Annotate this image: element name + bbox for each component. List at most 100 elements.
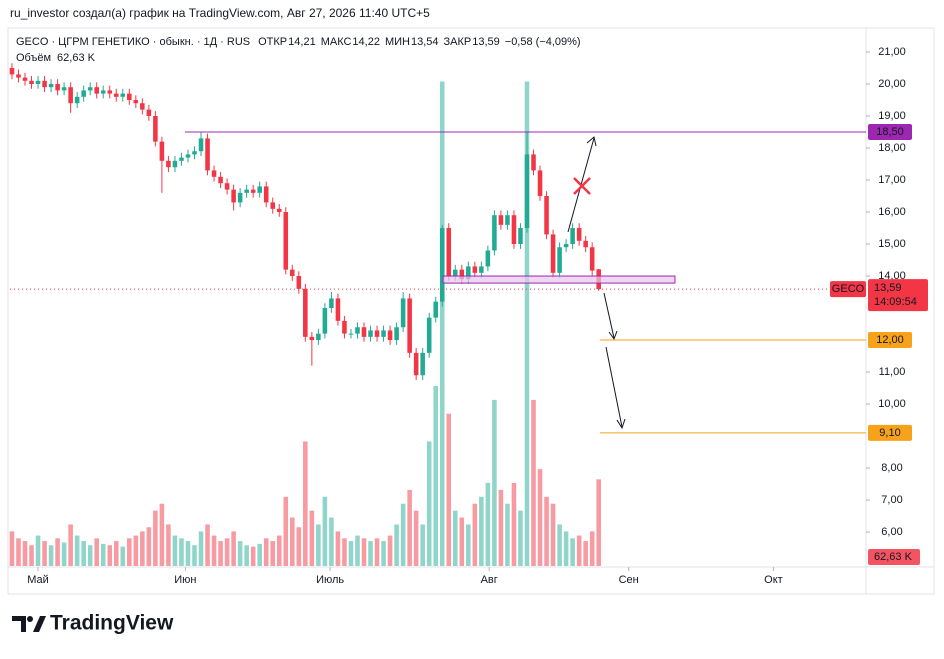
volume-bar [224, 538, 230, 566]
volume-bar [492, 399, 497, 566]
candle-body [492, 215, 497, 251]
candle-body [29, 80, 34, 85]
candle-body [185, 154, 191, 158]
volume-bar [335, 531, 341, 566]
volume-bar [22, 541, 28, 566]
x-tick-label: Окт [764, 574, 783, 586]
volume-bar [413, 510, 419, 566]
volume-bar [205, 524, 210, 566]
candle-body [231, 189, 236, 203]
candle-body [576, 228, 582, 241]
candle-body [81, 90, 86, 97]
candle-body [303, 288, 308, 337]
candle-body [74, 96, 80, 104]
volume-bar [309, 510, 315, 566]
volume-bar [257, 543, 262, 566]
candle-body [113, 93, 119, 97]
volume-bar [589, 531, 595, 566]
candle-body [361, 327, 367, 337]
candle-body [498, 215, 504, 225]
ohlc-value: 13,59 [472, 36, 500, 48]
candle-body [192, 151, 197, 155]
candle-body [244, 189, 249, 193]
candle-body [355, 327, 360, 334]
candle-body [335, 298, 341, 321]
volume-bar [374, 538, 380, 566]
ohlc-name: МИН [385, 36, 410, 48]
candle-body [153, 116, 158, 142]
candle-body [368, 330, 373, 337]
y-tick-label: 20,00 [878, 78, 906, 90]
candle-body [276, 208, 282, 213]
volume-bar [316, 524, 321, 566]
candle-body [563, 244, 569, 248]
candle-body [316, 333, 321, 341]
volume-bar [16, 538, 21, 566]
candle-body [459, 269, 465, 280]
arrow-head [608, 330, 618, 341]
candle-body [374, 330, 380, 337]
candle-body [479, 266, 484, 273]
volume-bar [303, 441, 308, 566]
volume-title: Объём [16, 52, 51, 64]
candle-body [159, 141, 165, 161]
volume-bar [146, 527, 152, 566]
candle-body [433, 301, 438, 318]
x-tick-label: Июн [174, 574, 196, 586]
candle-body [107, 90, 113, 94]
volume-bar [361, 538, 367, 566]
candle-body [544, 196, 549, 235]
candle-body [218, 176, 223, 184]
price-label: 13,59 [874, 282, 902, 294]
arrow [605, 346, 623, 428]
frame [7, 27, 935, 595]
y-tick-label: 11,00 [879, 366, 906, 378]
candle-body [381, 330, 386, 337]
volume-bar [290, 517, 295, 566]
candle-body [472, 266, 478, 273]
candle-body [166, 160, 171, 168]
volume-bar [537, 469, 543, 566]
y-tick-label: 18,00 [878, 142, 906, 154]
volume-bar [544, 496, 549, 566]
volume-bar [407, 489, 412, 566]
volume-bar [524, 81, 530, 567]
candle-body [146, 109, 152, 117]
ohlc-value: 13,54 [411, 36, 439, 48]
logo-text: TradingView [50, 612, 174, 635]
candle-body [100, 90, 106, 94]
volume-bar [511, 482, 517, 566]
candle-body [537, 170, 543, 197]
volume-bar [381, 541, 386, 566]
ohlc-name: МАКС [321, 36, 352, 48]
x-tick-label: Сен [619, 574, 639, 586]
candle-body [16, 74, 21, 78]
candle-body [290, 269, 295, 277]
candle-body [87, 87, 93, 91]
candle-body [407, 298, 412, 353]
volume-bar [329, 517, 334, 566]
candle-body [270, 202, 276, 209]
candle-body [413, 352, 419, 376]
volume-bar [400, 503, 406, 566]
candle-body [237, 192, 243, 203]
volume-bar [231, 531, 236, 566]
volume-bar [29, 545, 34, 566]
arrow-head [586, 136, 597, 147]
volume-bar [198, 531, 204, 566]
volume-bar [518, 510, 523, 566]
volume-bar [9, 531, 15, 566]
level-label: 12,00 [876, 334, 904, 346]
volume-bar [368, 541, 373, 566]
candle-body [205, 138, 210, 171]
volume-bar [322, 496, 328, 566]
candle-body [570, 228, 575, 245]
candle-body [211, 170, 217, 177]
candle-body [250, 189, 256, 193]
candle-body [394, 327, 399, 341]
volume-bar [120, 546, 126, 566]
volume-bar [394, 524, 399, 566]
y-tick-label: 17,00 [878, 174, 906, 186]
volume-tag [868, 549, 920, 565]
